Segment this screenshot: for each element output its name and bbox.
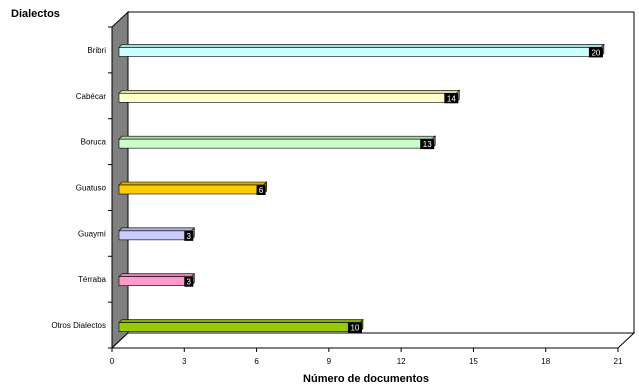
bar-boruca: [118, 135, 436, 149]
x-tick-label: 21: [614, 357, 623, 366]
bar-top-face: [118, 44, 605, 48]
bar-guatuso: [118, 181, 268, 195]
bar-top-face: [118, 135, 436, 140]
value-label: 3: [187, 278, 192, 287]
bar-front-face: [118, 322, 361, 332]
bar-front-face: [118, 47, 602, 57]
value-label-box: [184, 230, 194, 241]
value-label: 20: [591, 48, 600, 57]
bar-front-face: [118, 276, 192, 287]
bar-top-face: [118, 227, 196, 232]
value-label: 13: [423, 140, 432, 149]
bar-cab-car: [118, 89, 461, 104]
category-label: Guatuso: [76, 184, 107, 193]
value-label-box: [588, 47, 603, 58]
category-label: Otros Dialectos: [51, 321, 106, 330]
category-label: Térraba: [78, 275, 107, 284]
category-label: Boruca: [81, 138, 107, 147]
x-tick-label: 15: [469, 357, 478, 366]
x-axis-label: Número de documentos: [303, 373, 429, 385]
value-label: 6: [259, 186, 264, 195]
value-label-box: [444, 93, 459, 104]
bar-front-face: [118, 138, 433, 149]
bar-front-face: [118, 230, 192, 241]
bar-top-face: [118, 273, 196, 278]
bar-t-rraba: [118, 272, 196, 287]
x-tick-label: 12: [397, 357, 406, 366]
category-label: Guaymí: [78, 229, 107, 238]
x-tick-label: 18: [541, 357, 550, 366]
x-tick-label: 9: [327, 357, 332, 366]
value-label: 10: [350, 324, 359, 333]
value-label-box: [347, 322, 362, 333]
value-label-box: [420, 139, 435, 150]
x-tick-label: 0: [110, 357, 115, 366]
category-label: Cabécar: [76, 92, 107, 101]
bar-guaym-: [118, 227, 196, 241]
category-label: Bribri: [87, 46, 106, 55]
bar-front-face: [118, 184, 264, 195]
x-tick-label: 3: [182, 357, 187, 366]
chart-side-wall: [111, 10, 129, 350]
bar-top-face: [118, 181, 268, 186]
chart-title: Dialectos: [11, 8, 60, 20]
value-label-box: [256, 185, 266, 195]
bar-otros-dialectos: [118, 318, 364, 333]
bar-top-face: [118, 319, 364, 323]
value-label-box: [184, 276, 194, 287]
bar-bribri: [118, 43, 605, 58]
value-label: 3: [187, 232, 192, 241]
chart-floor: [110, 332, 636, 349]
bar-front-face: [118, 92, 457, 103]
x-tick-label: 6: [254, 357, 259, 366]
value-label: 14: [447, 94, 456, 103]
bar-top-face: [118, 89, 461, 94]
